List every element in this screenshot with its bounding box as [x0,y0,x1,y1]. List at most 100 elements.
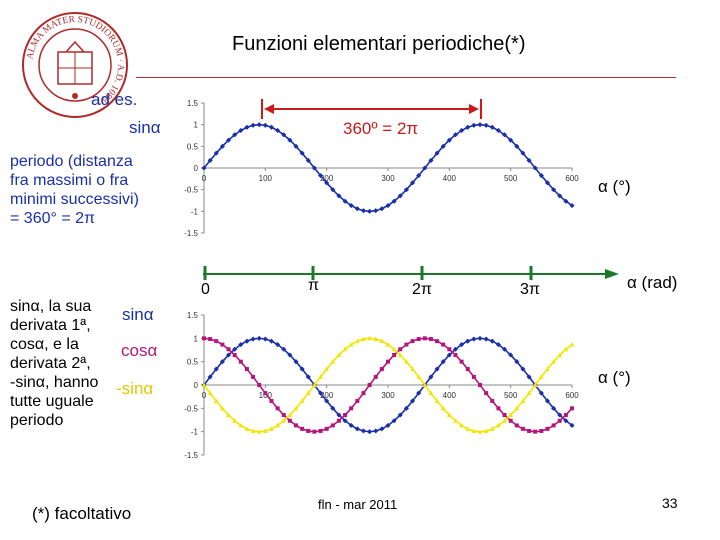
data-point [232,132,238,138]
data-point [238,359,243,364]
data-point [342,418,348,424]
data-point [563,346,569,352]
data-point [349,406,354,411]
data-point [416,390,422,396]
period-description: periodo (distanza fra massimi o fra mini… [10,152,139,228]
period-line: fra massimi o fra [10,172,129,189]
data-point [238,422,244,428]
data-point [361,391,366,396]
data-point [452,346,459,352]
radian-tick-pi: π [308,277,320,294]
data-point [526,390,532,396]
data-point [293,405,299,411]
data-point [392,353,397,358]
data-point [477,335,483,341]
data-point [440,143,446,149]
data-point [551,359,556,364]
description-line: tutte uguale [10,393,94,410]
data-point [214,339,219,344]
data-point [299,398,305,403]
data-point [330,423,335,428]
data-point [379,338,385,344]
data-point [410,339,415,344]
data-point [434,150,440,156]
data-point [446,412,452,417]
data-point [520,426,525,431]
data-point [256,122,262,128]
data-point [379,367,384,372]
data-point [305,390,311,396]
sin-cos-negsin-chart: 1.5 1 0.5 0 -0.5 -1 -1.5 0 100 200 300 400 500 600 [184,311,579,460]
data-point [294,423,298,428]
y-tick-label: 1.5 [187,311,199,320]
data-point [545,426,550,431]
data-point [471,336,477,342]
data-point [428,390,434,396]
data-point [483,428,489,433]
description-line: periodo [10,412,64,429]
data-point [281,418,287,423]
data-point [348,341,354,347]
data-point [275,422,280,428]
data-point [557,418,562,423]
data-point [404,359,409,364]
data-point [256,429,262,434]
data-point [551,423,556,428]
description-line: derivata 1ª, [10,317,91,334]
data-point [435,339,440,344]
data-point [373,208,379,214]
page-number: 33 [662,495,678,511]
legend-cos: cosα [121,341,158,360]
data-point [539,428,544,433]
data-point [459,342,465,348]
x-tick-label: 100 [259,174,273,183]
data-point [269,426,274,431]
data-point [514,423,519,428]
legend-neg-sin: -sinα [116,379,154,398]
y-tick-label: -0.5 [184,404,198,413]
data-point [545,366,550,372]
y-tick-label: 1 [194,334,199,343]
data-point [213,398,219,403]
data-point [250,336,256,342]
data-point [379,206,385,212]
data-point [422,336,427,341]
data-point [250,428,256,433]
y-tick-label: 1.5 [187,99,199,108]
data-point [477,429,483,434]
y-tick-label: -1.5 [184,451,198,460]
data-point [360,428,367,434]
data-point [262,336,268,342]
data-point [336,193,342,199]
data-point [453,418,458,423]
data-point [342,346,348,352]
data-point [391,418,397,424]
x-tick-label: 100 [259,391,273,400]
slide-title: Funzioni elementari periodiche(*) [232,33,526,55]
period-arrow [261,99,482,119]
data-point [452,132,459,138]
data-point [336,418,341,423]
x-tick-label: 0 [202,174,207,183]
x-tick-label: 200 [320,174,334,183]
data-point [373,428,379,434]
data-point [489,426,495,431]
data-point [232,353,237,358]
legend-sin: sinα [122,305,154,324]
data-point [434,366,440,372]
data-point [318,374,323,379]
data-point [465,426,471,431]
data-point [318,428,323,433]
data-point [416,337,421,342]
data-point [508,412,514,417]
data-point [391,346,397,352]
data-point [502,418,507,423]
data-point [317,390,324,396]
data-point [441,342,446,347]
data-point [220,342,225,347]
x-tick-label: 600 [565,174,579,183]
data-point [348,202,354,209]
data-point [354,206,360,212]
data-point [496,406,501,411]
data-point [226,347,231,352]
